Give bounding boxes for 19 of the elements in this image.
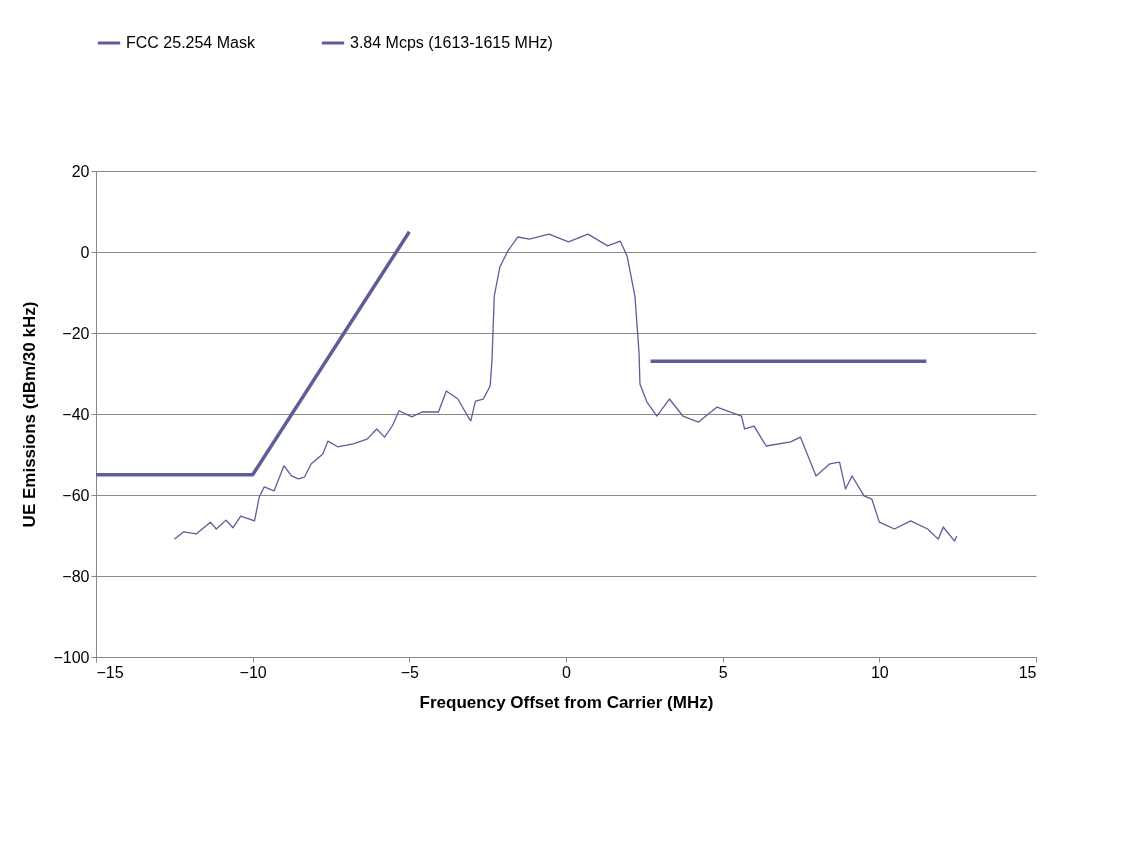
legend-label: 3.84 Mcps (1613-1615 MHz) bbox=[350, 34, 553, 51]
y-tick-label: −80 bbox=[62, 567, 90, 585]
y-axis-title: UE Emissions (dBm/30 kHz) bbox=[20, 301, 40, 528]
x-tick-label: −15 bbox=[96, 663, 124, 681]
y-tick-label: −40 bbox=[62, 405, 90, 423]
x-tick-label: 15 bbox=[1018, 663, 1037, 681]
y-tick-label: −60 bbox=[62, 486, 90, 504]
x-tick-label: 5 bbox=[718, 663, 728, 681]
line-series bbox=[173, 233, 958, 542]
x-tick-label: 10 bbox=[870, 663, 889, 681]
legend-label: FCC 25.254 Mask bbox=[126, 34, 256, 51]
y-tick-label: −100 bbox=[53, 648, 90, 666]
y-tick-label: 0 bbox=[80, 243, 90, 261]
x-tick-label: −5 bbox=[400, 663, 420, 681]
y-tick-label: 20 bbox=[71, 162, 90, 180]
x-tick-label: 0 bbox=[562, 663, 572, 681]
x-tick-label: −10 bbox=[239, 663, 267, 681]
x-axis-title: Frequency Offset from Carrier (MHz) bbox=[419, 692, 714, 712]
y-tick-label: −20 bbox=[62, 324, 90, 342]
